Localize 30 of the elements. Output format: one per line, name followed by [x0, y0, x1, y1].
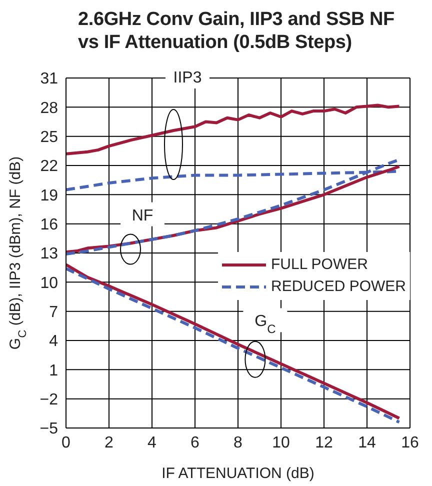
y-tick-label: 10 [40, 274, 58, 292]
y-tick-label: 4 [49, 333, 58, 350]
x-tick-label: 2 [104, 434, 114, 452]
x-tick-label: 0 [62, 434, 71, 452]
y-tick-label: 25 [40, 129, 58, 146]
x-axis-title: IF ATTENUATION (dB) [162, 465, 314, 482]
y-tick-label: −2 [40, 392, 58, 409]
line-series [66, 104, 401, 156]
legend-label: REDUCED POWER [270, 277, 406, 297]
y-tick-label: 28 [40, 100, 58, 117]
x-tick-label: 12 [315, 434, 333, 452]
x-tick-label: 6 [190, 434, 200, 452]
y-tick-label: 13 [40, 246, 58, 263]
annotation: IIP3 [173, 70, 202, 86]
y-tick-label: 7 [49, 304, 58, 322]
y-tick-label: 16 [40, 216, 58, 234]
y-tick-label: 31 [40, 70, 58, 88]
x-tick-label: 4 [148, 434, 157, 452]
y-tick-label: 19 [40, 187, 58, 204]
x-tick-label: 8 [234, 434, 243, 452]
x-tick-label: 10 [272, 434, 290, 452]
chart-title: 2.6GHz Conv Gain, IIP3 and SSB NF vs IF Attenuation (0.5dB Steps) [77, 8, 396, 54]
y-tick-label: 1 [49, 362, 58, 380]
x-tick-label: 16 [401, 434, 419, 452]
annotation: G$_{C}$ [254, 313, 276, 336]
y-tick-label: −5 [40, 420, 58, 438]
y-tick-label: 22 [40, 158, 58, 176]
x-tick-label: 14 [358, 434, 376, 452]
annotation: NF [132, 207, 154, 224]
legend-label: FULL POWER [270, 255, 368, 275]
